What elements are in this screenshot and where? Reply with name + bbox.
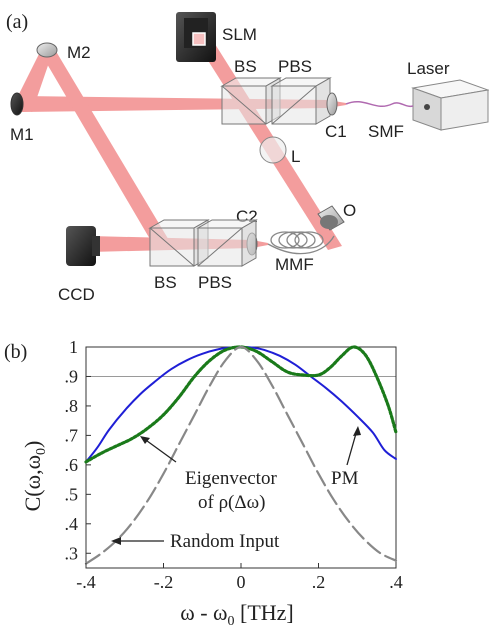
m1-label: M1: [10, 125, 34, 144]
y-tick-label: .8: [65, 396, 79, 416]
pm-label: PM: [331, 468, 359, 489]
beamsplitter-top: BS: [220, 57, 282, 125]
y-tick-label: .4: [65, 514, 79, 534]
setup-diagram: (a) SLM Laser SMF: [6, 11, 489, 304]
eigen-arrowhead: [140, 436, 150, 444]
mirror-m2: M2: [36, 42, 91, 62]
bs-top-label: BS: [234, 57, 257, 76]
random-input-series-line: [84, 345, 398, 565]
collimator-c1: C1: [325, 92, 347, 141]
mirror-m1: M1: [10, 92, 34, 144]
slm: SLM: [176, 12, 257, 62]
annotations: Eigenvector of ρ(Δω) PM Random Input: [111, 426, 361, 552]
y-tick-label: 1: [69, 337, 78, 357]
beam-m2-to-bs: [40, 48, 170, 246]
y-tick-label: .9: [65, 366, 79, 386]
x-axis-label-end: [THz]: [235, 600, 294, 625]
y-tick-label: .5: [65, 484, 79, 504]
y-axis-label-end: ): [20, 441, 45, 448]
pm-series-line: [85, 345, 397, 463]
pbs-top-label: PBS: [278, 57, 312, 76]
smf-fiber: [345, 101, 414, 108]
random-label: Random Input: [170, 531, 280, 552]
x-tick-label: -.4: [76, 572, 96, 592]
lens-l: L: [259, 136, 300, 166]
panel-a-label: (a): [6, 11, 28, 33]
x-tick-label: 0: [237, 572, 246, 592]
mmf-fiber: MMF: [267, 231, 335, 274]
eigenvector-series-line: [84, 345, 398, 464]
x-axis-label-main: ω - ω: [180, 600, 227, 625]
laser: Laser: [407, 59, 489, 131]
y-tick-label: .7: [65, 425, 79, 445]
y-axis-label-sub: 0: [34, 448, 49, 455]
eigen-label-line2: of ρ(Δω): [198, 492, 265, 513]
slm-label: SLM: [222, 25, 257, 44]
series-layer: [84, 345, 398, 565]
bs-bottom-label: BS: [154, 273, 177, 292]
panel-b-label: (b): [4, 341, 27, 363]
laser-label: Laser: [407, 59, 450, 78]
x-axis-label-sub: 0: [228, 614, 235, 629]
pbs-bottom: PBS: [196, 219, 258, 292]
x-tick-label: .4: [389, 572, 403, 592]
y-tick-label: .3: [65, 543, 79, 563]
random-arrowhead: [111, 537, 121, 545]
ccd-label: CCD: [58, 285, 95, 304]
correlation-chart: (b) -.4 -.2 0 .2 .4 .3 .4 .5 .6 .7 .8 .9 1 Eigenvect…: [4, 337, 403, 629]
x-tick-label: -.2: [154, 572, 174, 592]
x-axis-label: ω - ω0 [THz]: [180, 600, 294, 629]
x-tick-label: .2: [312, 572, 326, 592]
pbs-top: PBS: [270, 57, 332, 125]
eigen-label-line1: Eigenvector: [185, 468, 277, 489]
c1-label: C1: [325, 122, 347, 141]
y-axis-label-main: C(ω,ω: [20, 455, 45, 511]
objective-label: O: [343, 201, 356, 220]
m2-label: M2: [67, 43, 91, 62]
beam-m2-to-m1: [14, 48, 54, 112]
mmf-label: MMF: [275, 255, 314, 274]
pm-arrow: [346, 429, 358, 466]
eigen-arrow: [142, 437, 177, 463]
pbs-bottom-label: PBS: [198, 273, 232, 292]
lens-label: L: [291, 147, 300, 166]
smf-label: SMF: [368, 122, 404, 141]
axis-ticks: -.4 -.2 0 .2 .4 .3 .4 .5 .6 .7 .8 .9 1: [65, 337, 403, 592]
ccd-camera: CCD: [58, 226, 100, 304]
pm-arrowhead: [353, 426, 361, 436]
y-axis-label: C(ω,ω0): [20, 441, 49, 512]
y-tick-label: .6: [65, 455, 79, 475]
objective-o: O: [317, 201, 356, 231]
